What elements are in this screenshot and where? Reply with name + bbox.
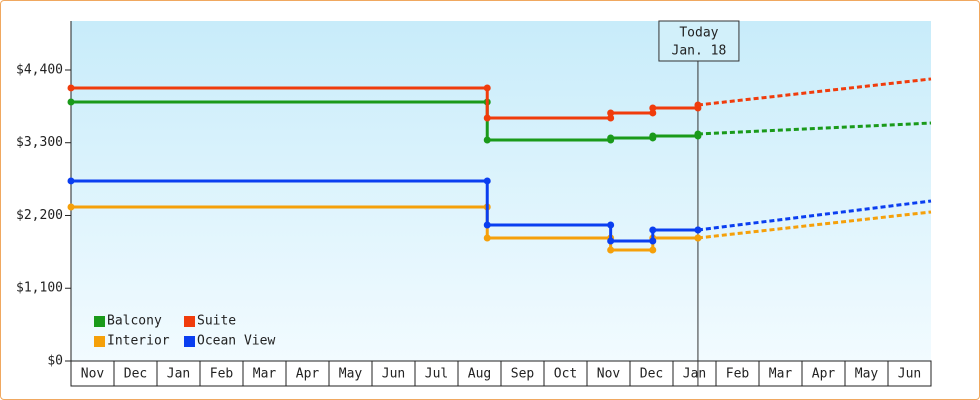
x-tick-label: Mar xyxy=(769,367,793,382)
marker xyxy=(694,101,702,109)
x-tick-label: Nov xyxy=(597,367,621,382)
x-tick-label: Apr xyxy=(812,367,836,382)
x-tick-label: Oct xyxy=(554,367,577,382)
x-tick-label: Dec xyxy=(640,367,663,382)
today-label: Today xyxy=(679,26,718,41)
y-tick-label: $3,300 xyxy=(16,135,63,150)
legend-swatch xyxy=(184,336,195,347)
x-tick-label: Feb xyxy=(210,367,234,382)
y-tick-label: $1,100 xyxy=(16,281,63,296)
forecast-line xyxy=(697,199,932,232)
x-tick-label: Nov xyxy=(81,367,105,382)
marker xyxy=(649,132,657,140)
legend-label: Suite xyxy=(197,314,236,329)
x-tick-label: Aug xyxy=(468,367,491,382)
legend-label: Balcony xyxy=(107,314,162,329)
x-tick-label: Apr xyxy=(296,367,320,382)
x-tick-label: May xyxy=(855,367,879,382)
x-tick-label: Dec xyxy=(124,367,147,382)
legend-swatch xyxy=(94,336,105,347)
marker xyxy=(607,134,615,142)
marker xyxy=(67,203,75,211)
marker xyxy=(483,234,491,242)
x-tick-label: Feb xyxy=(726,367,750,382)
marker xyxy=(483,84,491,92)
marker xyxy=(67,98,75,106)
marker xyxy=(483,136,491,144)
marker xyxy=(649,104,657,112)
x-tick-label: Jan xyxy=(167,367,190,382)
legend-swatch xyxy=(94,316,105,327)
marker xyxy=(67,84,75,92)
forecast-line xyxy=(697,77,932,107)
marker xyxy=(607,114,615,122)
x-tick-label: Jan xyxy=(683,367,706,382)
marker xyxy=(607,246,615,254)
legend-swatch xyxy=(184,316,195,327)
marker xyxy=(694,226,702,234)
legend-label: Ocean View xyxy=(197,334,275,349)
forecast-line xyxy=(697,210,932,240)
y-tick-label: $4,400 xyxy=(16,62,63,77)
legend-label: Interior xyxy=(107,334,170,349)
marker xyxy=(649,246,657,254)
forecast-line xyxy=(697,121,932,136)
marker xyxy=(483,114,491,122)
marker xyxy=(607,221,615,229)
y-tick-label: $2,200 xyxy=(16,208,63,223)
plot-area xyxy=(71,21,931,361)
today-box xyxy=(658,20,740,62)
marker xyxy=(483,177,491,185)
x-tick-label: Jul xyxy=(425,367,448,382)
marker xyxy=(607,237,615,245)
marker xyxy=(694,234,702,242)
today-label: Jan. 18 xyxy=(672,44,727,59)
y-tick-label: $0 xyxy=(47,354,63,369)
x-tick-label: May xyxy=(339,367,363,382)
marker xyxy=(483,221,491,229)
marker xyxy=(67,177,75,185)
x-tick-label: Mar xyxy=(253,367,277,382)
x-tick-label: Jun xyxy=(898,367,921,382)
marker xyxy=(649,226,657,234)
marker xyxy=(607,109,615,117)
x-tick-label: Jun xyxy=(382,367,405,382)
marker xyxy=(649,109,657,117)
marker xyxy=(694,130,702,138)
marker xyxy=(649,237,657,245)
x-tick-label: Sep xyxy=(511,367,535,382)
